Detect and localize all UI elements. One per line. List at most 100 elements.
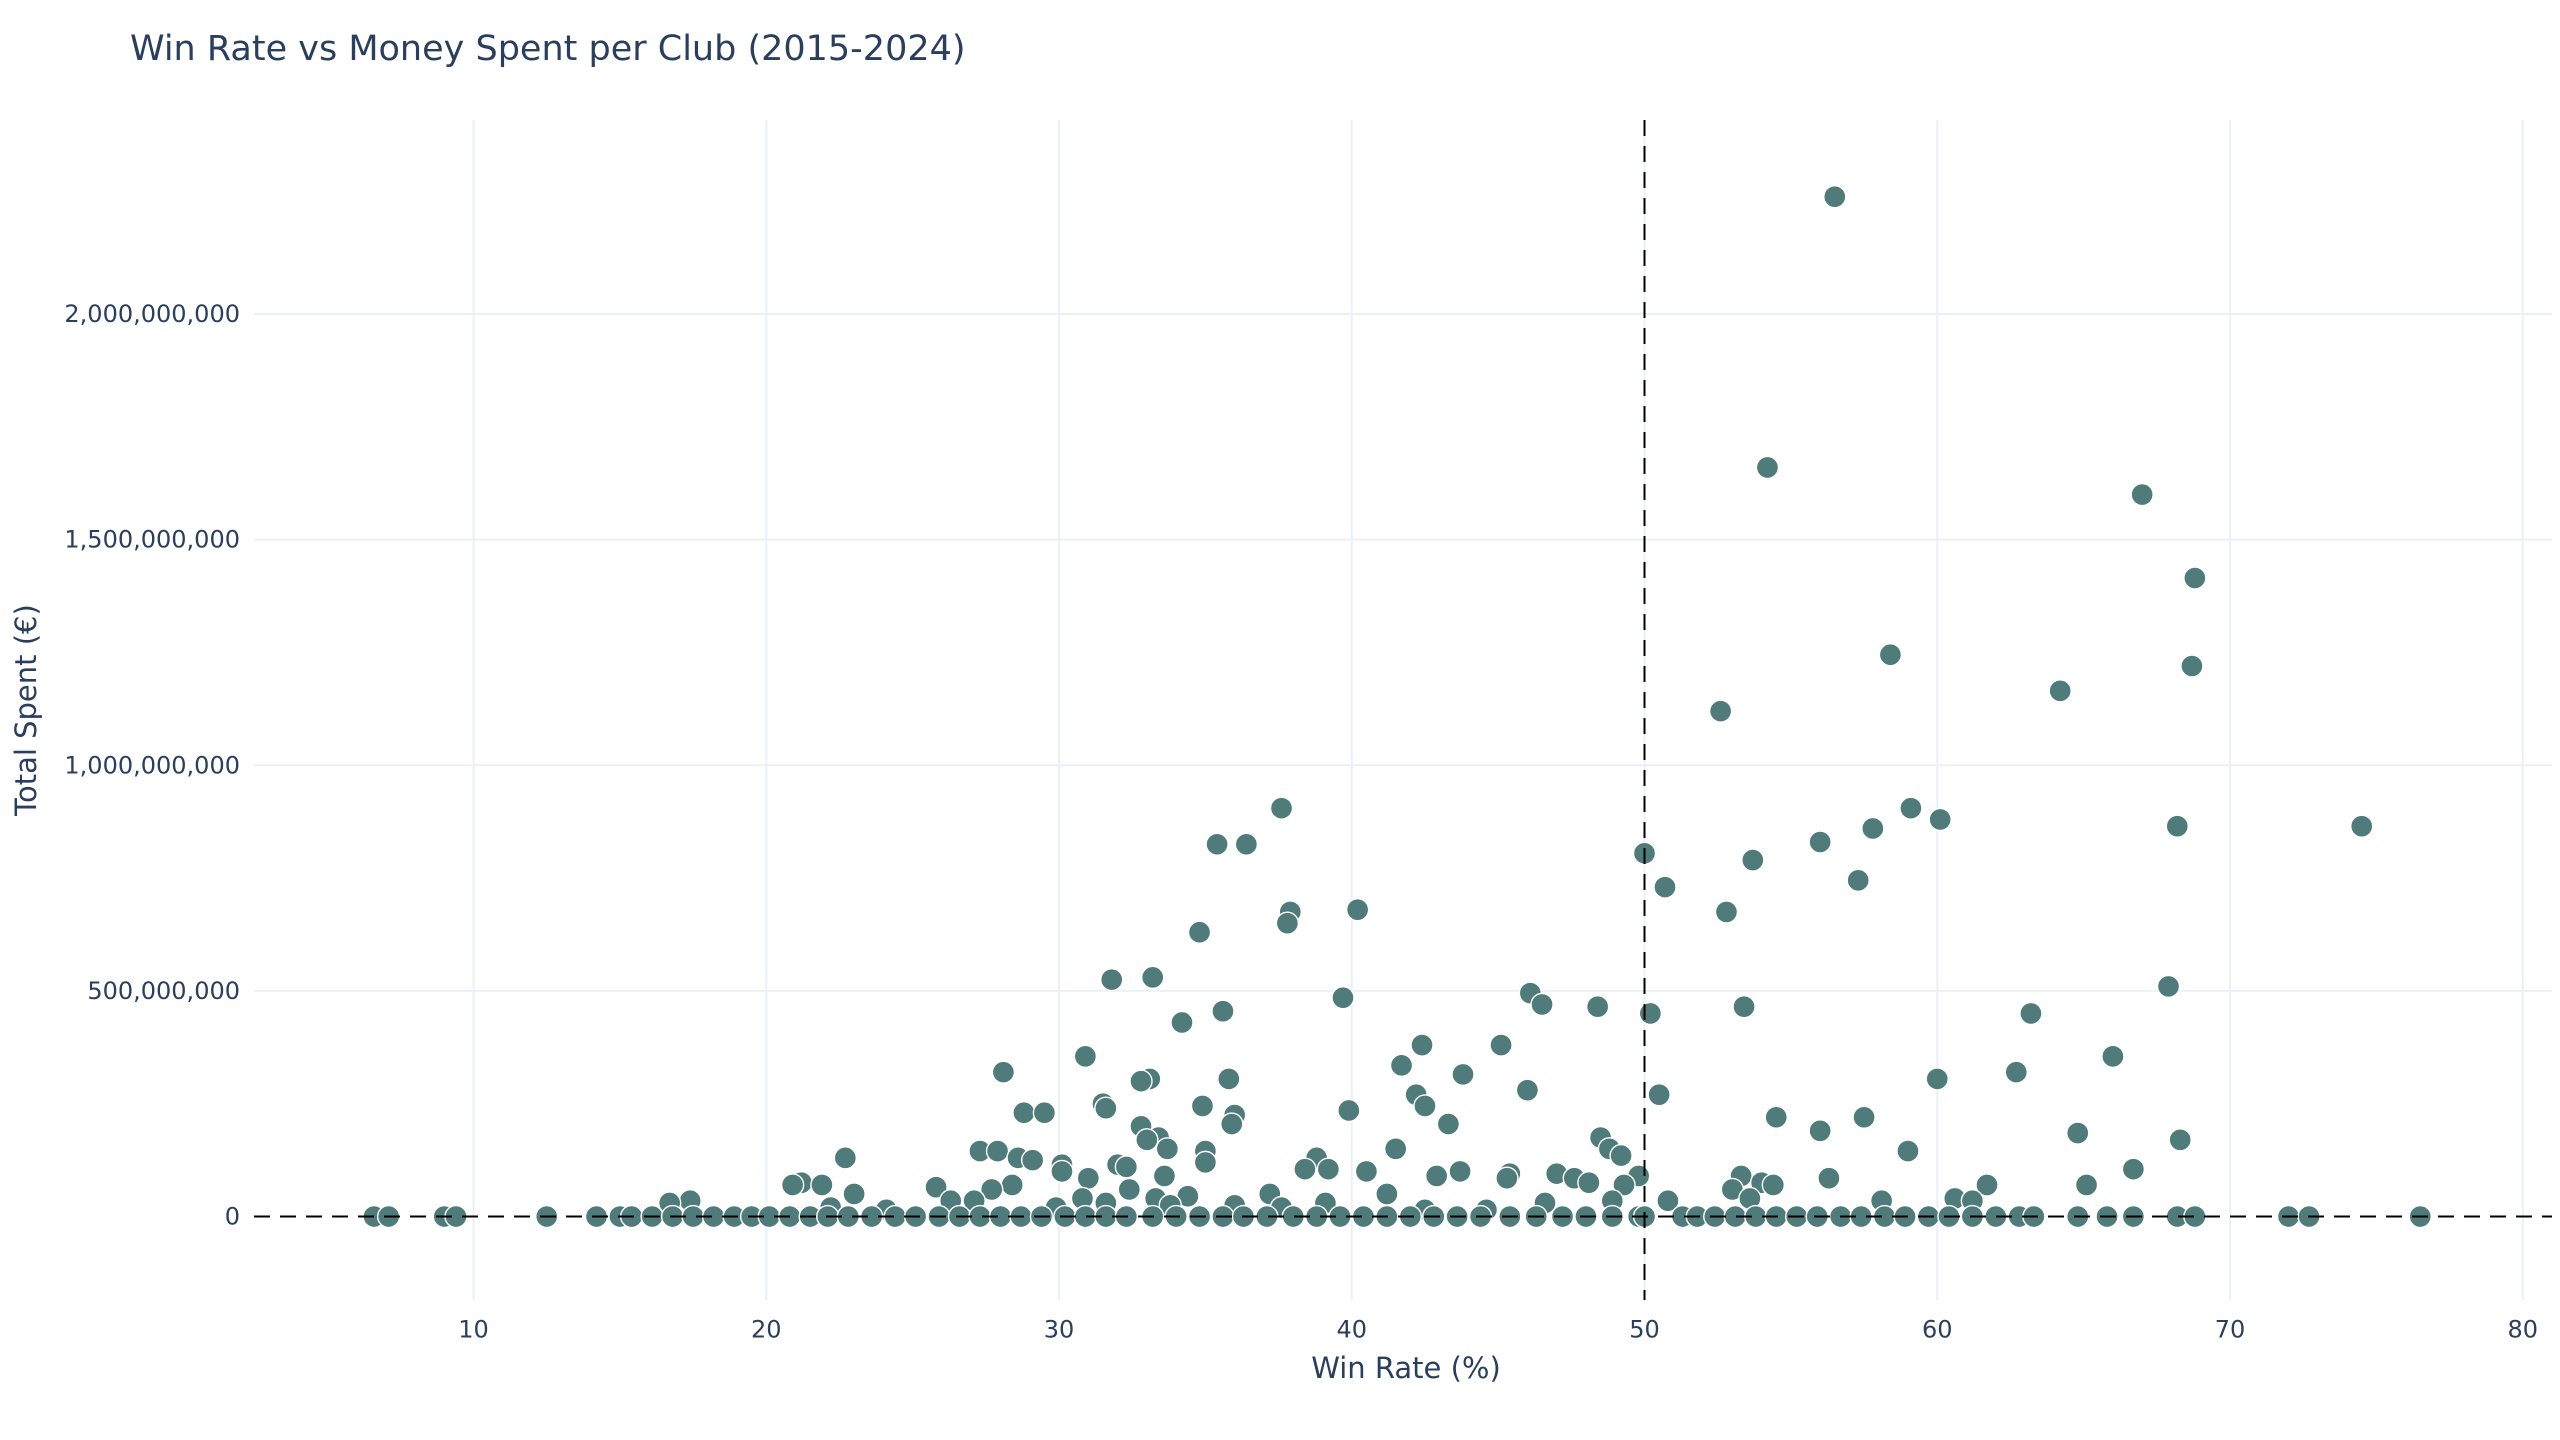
data-point <box>1846 868 1870 893</box>
data-point <box>1375 1182 1399 1206</box>
data-point <box>2156 974 2181 999</box>
data-point <box>1032 1101 1057 1125</box>
data-point <box>1234 832 1259 856</box>
data-point <box>1269 796 1294 820</box>
data-point <box>1852 1105 1876 1129</box>
x-tick-label: 10 <box>458 1316 489 1344</box>
data-point <box>1410 1033 1434 1057</box>
data-point <box>1293 1157 1317 1181</box>
data-point <box>1383 1137 1408 1161</box>
data-point <box>2121 1157 2146 1181</box>
data-point <box>1217 1067 1241 1091</box>
data-point <box>1012 1101 1036 1125</box>
data-point <box>1155 1137 1180 1161</box>
y-tick-label: 0 <box>225 1203 240 1231</box>
data-point <box>842 1182 866 1206</box>
data-point <box>1020 1148 1045 1172</box>
data-point <box>2130 482 2154 507</box>
data-point <box>1741 848 1765 872</box>
x-tick-label: 60 <box>1922 1316 1953 1344</box>
data-point <box>1925 1067 1949 1091</box>
data-point <box>2074 1173 2099 1197</box>
data-point <box>2066 1121 2090 1145</box>
data-point <box>1808 830 1832 854</box>
data-point <box>1609 1143 1633 1168</box>
data-point <box>833 1146 858 1170</box>
data-point <box>1050 1159 1074 1184</box>
x-gridlines <box>472 120 2524 1300</box>
reference-lines <box>254 120 2552 1300</box>
data-point <box>2048 679 2072 703</box>
data-point <box>1211 999 1235 1023</box>
data-point <box>1275 911 1300 935</box>
data-point <box>991 1060 1016 1084</box>
data-point <box>980 1177 1004 1202</box>
y-tick-label: 1,500,000,000 <box>64 526 240 554</box>
data-point <box>780 1173 805 1197</box>
data-point <box>1424 1164 1449 1188</box>
data-point <box>1732 994 1756 1019</box>
data-point <box>1220 1112 1244 1136</box>
data-point <box>1073 1044 1098 1069</box>
data-point <box>810 1173 834 1197</box>
data-point <box>924 1175 948 1199</box>
data-point <box>1808 1119 1832 1143</box>
data-point <box>1190 1094 1215 1118</box>
data-point <box>1899 796 1923 820</box>
data-point <box>1170 1010 1194 1035</box>
data-point <box>1448 1159 1472 1184</box>
data-point <box>2019 1001 2043 1026</box>
data-point <box>1656 1189 1680 1213</box>
data-point <box>985 1139 1010 1163</box>
data-point <box>1354 1159 1379 1184</box>
data-point <box>1714 900 1739 924</box>
data-point <box>1331 985 1355 1010</box>
data-point <box>1114 1155 1139 1179</box>
data-point <box>1337 1098 1361 1123</box>
data-point <box>1975 1173 1999 1197</box>
data-point <box>1928 807 1952 832</box>
data-point <box>1577 1170 1601 1195</box>
x-tick-label: 20 <box>751 1316 782 1344</box>
data-point <box>1205 832 1229 856</box>
data-point <box>1152 1164 1177 1188</box>
data-point <box>1817 1166 1841 1190</box>
data-point <box>1530 992 1554 1017</box>
chart-title: Win Rate vs Money Spent per Club (2015-2… <box>130 29 966 69</box>
data-point <box>1436 1112 1461 1136</box>
data-point <box>1823 185 1847 209</box>
data-point <box>1861 816 1885 841</box>
data-point <box>1135 1128 1159 1152</box>
data-point <box>1193 1150 1218 1175</box>
data-point <box>1612 1173 1636 1197</box>
y-tick-label: 2,000,000,000 <box>64 300 240 328</box>
data-point <box>1647 1082 1671 1107</box>
data-point <box>2180 654 2204 678</box>
data-point <box>1451 1062 1475 1087</box>
data-point <box>1187 920 1212 944</box>
data-point <box>2165 814 2189 838</box>
x-tick-label: 80 <box>2507 1316 2538 1344</box>
data-point <box>1100 967 1124 992</box>
data-point <box>1653 875 1677 899</box>
data-point <box>1495 1166 1519 1190</box>
y-tick-label: 500,000,000 <box>87 977 240 1005</box>
data-point <box>1515 1078 1540 1102</box>
data-point <box>1141 965 1165 990</box>
data-point <box>2101 1044 2125 1069</box>
data-point <box>2168 1128 2192 1152</box>
data-point <box>1129 1069 1153 1093</box>
data-point <box>1316 1157 1341 1181</box>
data-point <box>1761 1173 1786 1197</box>
x-tick-label: 70 <box>2215 1316 2246 1344</box>
data-point <box>1878 643 1903 667</box>
data-point <box>2183 566 2207 590</box>
y-tick-labels: 0 500,000,000 1,000,000,000 1,500,000,000 2,… <box>64 300 240 1230</box>
x-tick-label: 40 <box>1336 1316 1367 1344</box>
data-point <box>1000 1173 1024 1197</box>
y-tick-label: 1,000,000,000 <box>64 751 240 779</box>
data-point <box>1117 1177 1141 1202</box>
data-point <box>1413 1094 1437 1118</box>
y-axis-title: Total Spent (€) <box>9 604 43 817</box>
